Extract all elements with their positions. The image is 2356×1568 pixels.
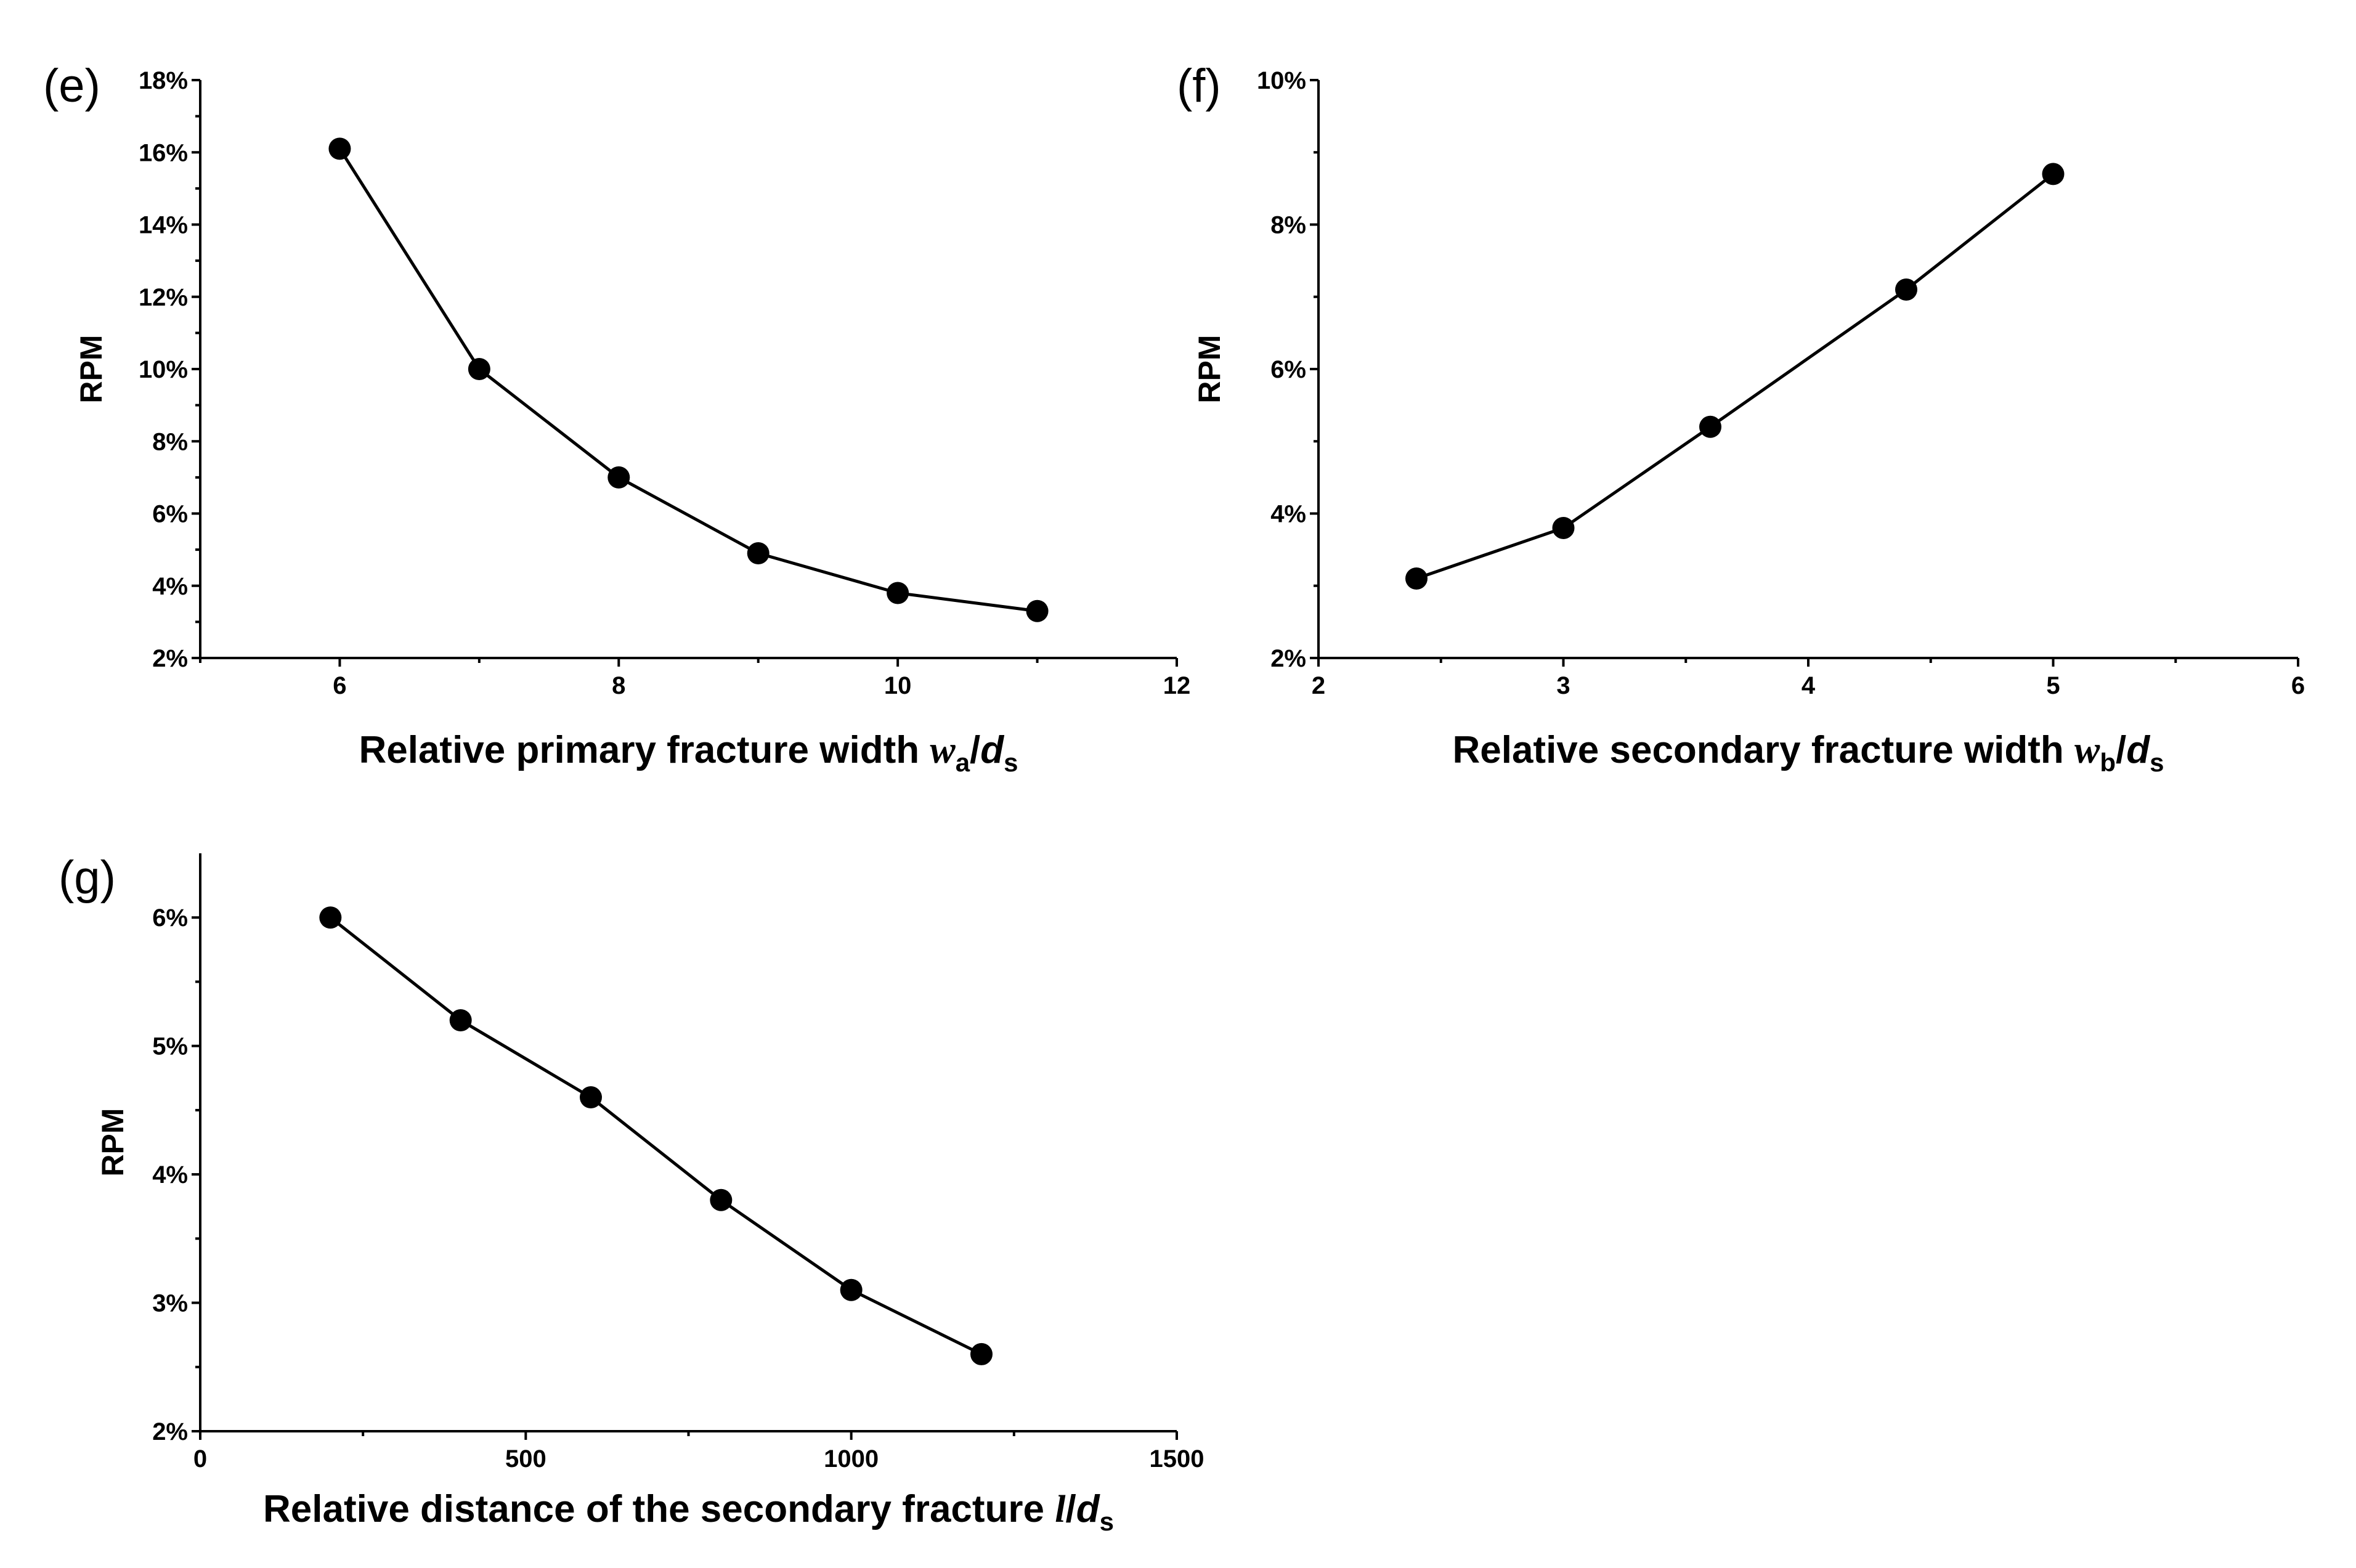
x-axis-label: Relative primary fracture width wa/ds [359, 729, 1018, 777]
data-point [1026, 599, 1049, 622]
y-tick-label: 16% [139, 139, 188, 166]
data-point [887, 582, 909, 604]
y-tick-label: 6% [1270, 356, 1306, 383]
panel-label: (e) [43, 60, 100, 112]
data-point [468, 358, 490, 380]
data-point [840, 1278, 863, 1301]
panel-label: (g) [59, 851, 116, 904]
y-tick-label: 5% [152, 1033, 188, 1060]
data-point [710, 1188, 733, 1211]
x-tick-label: 3 [1556, 672, 1570, 699]
y-tick-label: 18% [139, 67, 188, 94]
data-point [449, 1009, 472, 1031]
chart-panel-2: (g) 2% 3% 4% 5% 6% 0 500 1000 1500 RPM Relative dis… [59, 851, 1204, 1536]
x-axis-label: Relative distance of the secondary fract… [263, 1488, 1114, 1536]
x-axis-label-part: d [1076, 1488, 1100, 1530]
x-tick-label: 1500 [1150, 1445, 1204, 1473]
y-tick-label: 6% [152, 904, 188, 932]
y-tick-label: 14% [139, 212, 188, 239]
x-tick-label: 10 [884, 672, 912, 699]
y-tick-label: 6% [152, 501, 188, 528]
data-point [970, 1343, 993, 1365]
x-axis-label-part: s [2150, 748, 2164, 777]
y-tick-label: 8% [152, 428, 188, 455]
x-axis-label-part: b [2100, 748, 2116, 777]
y-tick-label: 8% [1270, 212, 1306, 239]
x-axis-label-part: s [1004, 748, 1018, 777]
x-tick-label: 8 [612, 672, 625, 699]
series-line [1416, 173, 2055, 580]
y-axis-label: RPM [1192, 335, 1227, 403]
x-axis-label-part: / [1066, 1488, 1076, 1530]
x-axis-label-part: / [970, 729, 980, 771]
x-tick-label: 2 [1312, 672, 1325, 699]
data-point [319, 906, 342, 929]
data-point [2042, 163, 2065, 185]
y-tick-label: 12% [139, 284, 188, 311]
y-tick-label: 10% [1257, 67, 1306, 94]
data-point [328, 137, 351, 160]
x-axis-label-part: w [2074, 729, 2100, 771]
data-point [607, 466, 630, 489]
x-axis-label-part: / [2116, 729, 2126, 771]
x-axis-label: Relative secondary fracture width wb/ds [1452, 729, 2164, 777]
data-point [1895, 278, 1917, 301]
y-axis-label: RPM [74, 335, 108, 403]
x-tick-label: 4 [1802, 672, 1816, 699]
x-tick-label: 6 [333, 672, 346, 699]
y-tick-label: 4% [152, 573, 188, 600]
data-point [1699, 415, 1721, 438]
x-axis-label-part: Relative primary fracture width [359, 729, 930, 771]
y-tick-label: 4% [1270, 501, 1306, 528]
data-point [580, 1086, 602, 1109]
x-tick-label: 5 [2046, 672, 2060, 699]
x-axis-label-part: d [980, 729, 1004, 771]
y-tick-label: 4% [152, 1161, 188, 1188]
chart-panel-1: (f) 2% 4% 6% 8% 10% 2 3 4 5 6 RPM Relative secondary… [1177, 60, 2305, 777]
panel-label: (f) [1177, 60, 1221, 112]
y-tick-label: 2% [1270, 645, 1306, 672]
y-tick-label: 2% [152, 1418, 188, 1445]
x-axis-label-part: d [2126, 729, 2150, 771]
data-point [1405, 567, 1428, 590]
x-tick-label: 6 [2291, 672, 2305, 699]
chart-panel-0: (e) 2% 4% 6% 8% 10% 12% 14% 16% 18% 6 8 10 12 RPM Relat… [43, 60, 1190, 777]
y-tick-label: 3% [152, 1290, 188, 1317]
x-axis-label-part: l [1055, 1489, 1066, 1530]
x-tick-label: 500 [505, 1445, 546, 1473]
x-axis-label-part: Relative distance of the secondary fract… [263, 1488, 1055, 1530]
x-tick-label: 12 [1163, 672, 1191, 699]
series-line [338, 148, 1038, 613]
y-tick-label: 2% [152, 645, 188, 672]
x-axis-label-part: w [930, 729, 956, 771]
data-point [1552, 516, 1575, 539]
series-line [329, 916, 983, 1356]
y-axis-label: RPM [95, 1108, 130, 1176]
x-tick-label: 0 [193, 1445, 207, 1473]
x-axis-label-part: Relative secondary fracture width [1452, 729, 2074, 771]
x-axis-label-part: a [956, 748, 970, 777]
data-point [747, 542, 770, 564]
y-tick-label: 10% [139, 356, 188, 383]
x-tick-label: 1000 [824, 1445, 879, 1473]
x-axis-label-part: s [1100, 1507, 1114, 1536]
